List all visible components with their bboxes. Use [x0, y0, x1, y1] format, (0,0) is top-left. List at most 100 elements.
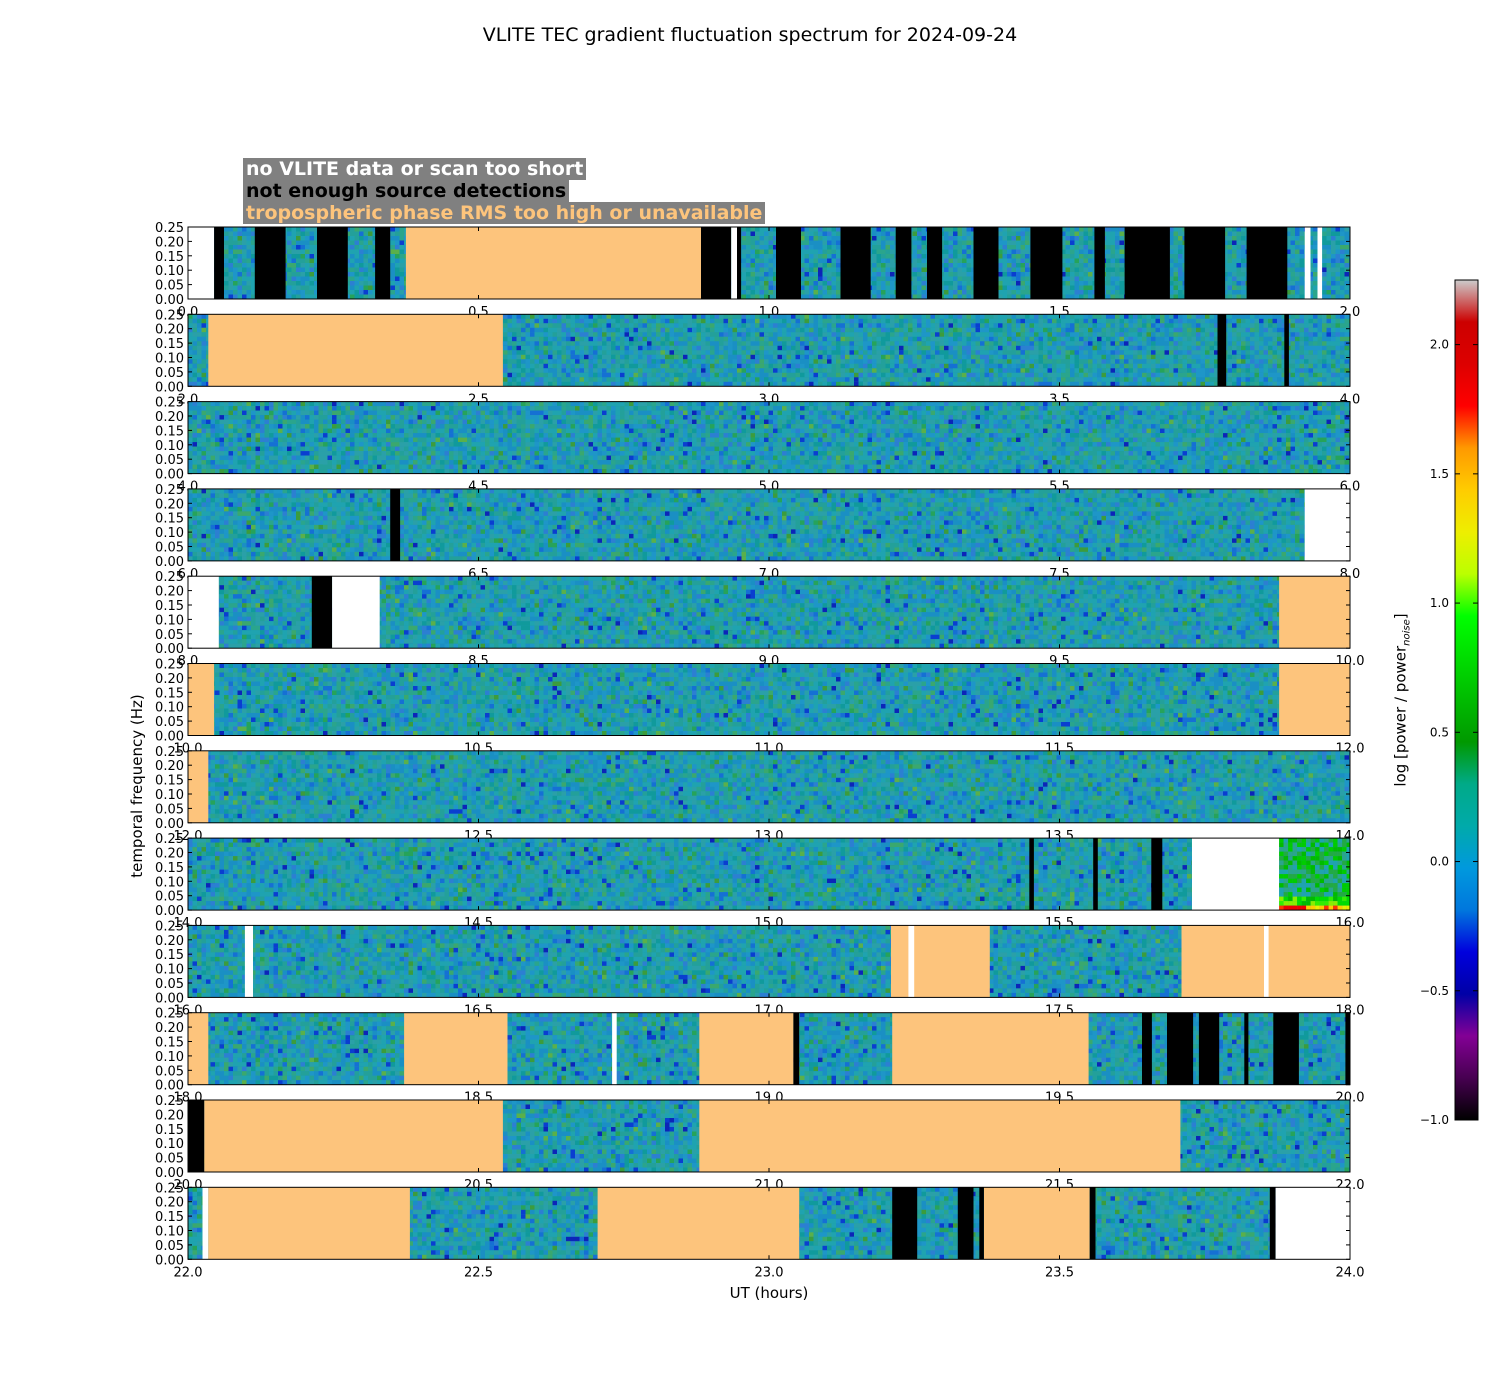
y-tick-label: 0.10 [155, 1225, 184, 1240]
y-tick-label: 0.05 [155, 977, 184, 992]
panel-image [188, 925, 1350, 998]
y-tick-label: 0.05 [155, 366, 184, 381]
y-tick-label: 0.00 [155, 1079, 184, 1094]
flag-trop [405, 227, 701, 299]
y-tick-label: 0.20 [155, 934, 184, 949]
y-tick-label: 0.10 [155, 264, 184, 279]
flag-nodata [1275, 1187, 1350, 1260]
y-tick-label: 0.25 [155, 832, 184, 847]
y-tick-label: 0.05 [155, 715, 184, 730]
flag-nodata [908, 925, 915, 998]
y-tick-label: 0.25 [155, 396, 184, 411]
y-tick-label: 0.25 [155, 1181, 184, 1196]
flag-nodata [188, 227, 215, 299]
flag-fewdet [1269, 1187, 1276, 1260]
y-tick-label: 0.20 [155, 235, 184, 250]
y-tick-label: 0.05 [155, 628, 184, 643]
flag-trop [208, 314, 503, 387]
flag-trop [891, 925, 990, 998]
colorbar-tick-label: 1.0 [1430, 596, 1449, 610]
flag-fewdet [957, 1187, 974, 1260]
y-tick-label: 0.00 [155, 293, 184, 308]
y-tick-label: 0.25 [155, 1094, 184, 1109]
y-tick-label: 0.25 [155, 308, 184, 323]
flag-fewdet [776, 227, 801, 299]
y-tick-label: 0.20 [155, 672, 184, 687]
y-tick-label: 0.10 [155, 875, 184, 890]
y-tick-label: 0.05 [155, 279, 184, 294]
flag-nodata [1317, 227, 1323, 299]
flag-nodata [244, 925, 253, 998]
flag-trop [1279, 663, 1350, 736]
y-tick-label: 0.10 [155, 1137, 184, 1152]
flag-trop [208, 1187, 410, 1260]
flag-fewdet [390, 488, 401, 561]
y-tick-label: 0.25 [155, 483, 184, 498]
panel-image [188, 663, 1350, 736]
y-tick-label: 0.20 [155, 847, 184, 862]
flag-trop [984, 1187, 1090, 1260]
y-tick-label: 0.15 [155, 250, 184, 265]
panel-image [188, 314, 1350, 387]
y-tick-label: 0.05 [155, 453, 184, 468]
y-tick-label: 0.20 [155, 410, 184, 425]
y-tick-label: 0.05 [155, 541, 184, 556]
x-tick-label: 24.0 [1336, 1265, 1365, 1280]
colorbar-label: log [power / powernoise] [1392, 613, 1413, 786]
panel-5: 0.000.050.100.150.200.258.0 8.5 9.0 9.5 10.0 [155, 570, 1364, 669]
y-tick-label: 0.10 [155, 352, 184, 367]
y-tick-label: 0.15 [155, 1036, 184, 1051]
y-tick-label: 0.25 [155, 745, 184, 760]
y-tick-label: 0.10 [155, 526, 184, 541]
flag-fewdet [317, 227, 348, 299]
flag-nodata [1304, 227, 1311, 299]
flag-fewdet [793, 1012, 800, 1085]
flag-fewdet [1094, 227, 1105, 299]
y-tick-label: 0.05 [155, 802, 184, 817]
flag-trop [699, 1100, 1181, 1172]
flag-fewdet [214, 227, 224, 299]
flag-fewdet [979, 1187, 984, 1260]
panel-image [188, 838, 1350, 911]
panels-group: 0.000.050.100.150.200.250.0 0.5 1.0 1.5 2.00… [155, 221, 1364, 1280]
flag-trop [204, 1100, 503, 1172]
y-tick-label: 0.25 [155, 919, 184, 934]
y-tick-label: 0.10 [155, 701, 184, 716]
flag-fewdet [895, 227, 912, 299]
y-tick-label: 0.25 [155, 221, 184, 236]
colorbar-tick-label: 2.0 [1430, 338, 1449, 352]
colorbar-tick-label: 0.0 [1430, 855, 1449, 869]
legend-fewdet: not enough source detections [243, 180, 570, 202]
flag-fewdet [1184, 227, 1226, 299]
y-tick-label: 0.00 [155, 1253, 184, 1268]
flag-fewdet [1345, 1012, 1350, 1085]
colorbar-tick-label: 1.5 [1430, 467, 1449, 481]
y-tick-label: 0.10 [155, 1050, 184, 1065]
flag-fewdet [973, 227, 999, 299]
legend-trop: tropospheric phase RMS too high or unava… [243, 202, 766, 224]
y-tick-label: 0.15 [155, 861, 184, 876]
colorbar-tick-label: −0.5 [1420, 984, 1449, 998]
flag-fewdet [1151, 838, 1163, 911]
flag-nodata [731, 227, 737, 299]
flag-fewdet [927, 227, 943, 299]
y-tick-label: 0.00 [155, 817, 184, 832]
y-tick-label: 0.05 [155, 1152, 184, 1167]
y-tick-label: 0.25 [155, 570, 184, 585]
y-tick-label: 0.00 [155, 380, 184, 395]
y-tick-label: 0.10 [155, 439, 184, 454]
y-axis-label: temporal frequency (Hz) [128, 694, 146, 878]
flag-fewdet [1167, 1012, 1194, 1085]
legend-nodata: no VLITE data or scan too short [243, 158, 587, 180]
y-tick-label: 0.00 [155, 555, 184, 570]
flag-nodata [1304, 488, 1350, 561]
flag-fewdet [1093, 838, 1098, 911]
panel-3: 0.000.050.100.150.200.254.0 4.5 5.0 5.5 6.0 [155, 396, 1360, 495]
legend: no VLITE data or scan too short not enou… [243, 158, 766, 224]
panel-image [188, 1100, 1350, 1172]
flag-fewdet [1030, 227, 1063, 299]
